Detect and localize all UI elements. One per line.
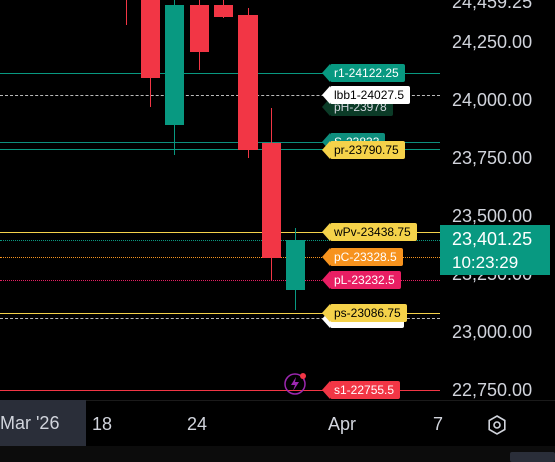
current-price-badge: 23,401.25 10:23:29 xyxy=(440,225,550,275)
crosshair-date: Mar '26 xyxy=(0,413,60,433)
price-chart[interactable]: r1-24122.25 pH-23978 lbb1-24027.5 S-2383… xyxy=(0,0,440,400)
level-tag-pc[interactable]: pC-23328.5 xyxy=(322,248,403,266)
price-axis-label: 24,000.00 xyxy=(452,90,533,110)
bar-countdown: 10:23:29 xyxy=(452,253,519,272)
bottom-strip xyxy=(0,446,555,462)
price-axis-label: 24,459.25 xyxy=(452,0,533,12)
level-tag-lbb1[interactable]: lbb1-24027.5 xyxy=(321,86,411,104)
level-line-pc xyxy=(0,257,440,258)
level-line-current-price xyxy=(0,240,440,241)
price-axis-label: 23,500.00 xyxy=(452,206,533,226)
current-price: 23,401.25 xyxy=(452,229,533,249)
time-axis[interactable]: 18 24 Apr 7 xyxy=(0,400,555,447)
level-line-ps xyxy=(0,313,440,314)
time-axis-label: 18 xyxy=(92,414,113,434)
level-line-r1 xyxy=(0,73,440,74)
level-tag-pr[interactable]: pr-23790.75 xyxy=(322,141,405,159)
price-axis-label: 23,000.00 xyxy=(452,322,533,342)
level-line-s1 xyxy=(0,390,440,391)
level-tag-pl[interactable]: pL-23232.5 xyxy=(322,271,401,289)
time-axis-label: 7 xyxy=(433,414,444,434)
time-axis-label: Apr xyxy=(328,414,357,434)
lightning-icon[interactable] xyxy=(283,372,307,396)
level-line-lbb1 xyxy=(0,95,440,96)
level-line-pl xyxy=(0,280,440,281)
price-axis-label: 22,750.00 xyxy=(452,380,533,400)
price-axis[interactable]: 24,459.25 24,250.00 24,000.00 23,750.00 … xyxy=(440,0,555,400)
level-tag-s1[interactable]: s1-22755.5 xyxy=(321,381,401,399)
level-line-s xyxy=(0,142,440,143)
level-tag-r1[interactable]: r1-24122.25 xyxy=(322,64,405,82)
scrollbar-thumb[interactable] xyxy=(510,452,555,462)
time-axis-label: 24 xyxy=(187,414,208,434)
level-tag-wpv[interactable]: wPv-23438.75 xyxy=(322,223,417,241)
level-tag-ps[interactable]: ps-23086.75 xyxy=(322,304,407,322)
price-axis-label: 24,250.00 xyxy=(452,32,533,52)
level-line-wpv xyxy=(0,232,440,233)
level-line-ps-dashed xyxy=(0,318,440,319)
gear-icon[interactable] xyxy=(486,414,508,436)
crosshair-date-badge: Mar '26 xyxy=(0,400,86,446)
level-line-pr xyxy=(0,149,440,150)
price-axis-label: 23,750.00 xyxy=(452,148,533,168)
